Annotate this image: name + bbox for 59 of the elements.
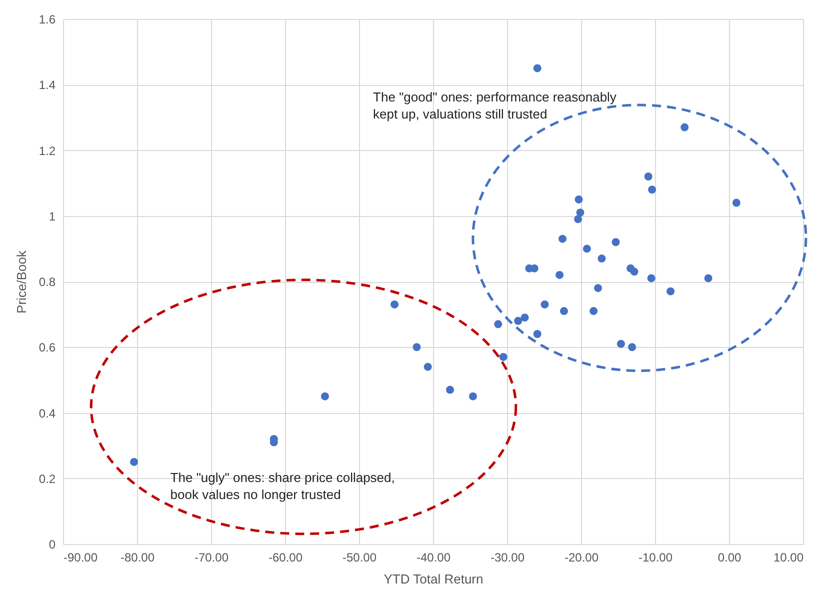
x-tick-label: -60.00 [268, 550, 303, 564]
point [424, 362, 432, 371]
y-tick-label: 0.2 [38, 472, 56, 486]
y-tick-label: 0.6 [38, 340, 56, 355]
annotation: The "good" ones: performance reasonably kept up, valuations still trusted [373, 89, 617, 122]
point [494, 320, 502, 328]
y-tick-label: 1.2 [38, 144, 56, 158]
point [630, 268, 638, 276]
x-tick-label: -20.00 [564, 550, 599, 564]
y-tick-label: 1 [48, 209, 56, 224]
point [574, 215, 582, 224]
point [594, 284, 602, 292]
x-tick-label: 10.00 [773, 550, 804, 564]
point [616, 340, 625, 348]
point [576, 208, 584, 217]
x-tick-label: -30.00 [490, 550, 525, 564]
point [533, 64, 542, 72]
y-axis-title: Price/Book [14, 250, 29, 314]
y-tick-label: 0 [48, 538, 56, 552]
point [514, 316, 522, 325]
point [680, 123, 689, 132]
point [704, 274, 712, 282]
annotation: The "ugly" ones: share price collapsed, book values no longer trusted [170, 470, 395, 502]
point [390, 300, 399, 308]
point [644, 172, 652, 180]
x-tick-label: -50.00 [342, 550, 377, 564]
x-axis-title: YTD Total Return [384, 572, 484, 586]
point [582, 244, 591, 253]
point [590, 307, 598, 316]
point [412, 343, 421, 352]
point [666, 287, 675, 296]
point [130, 458, 138, 466]
x-tick-label: -80.00 [120, 550, 155, 564]
point [628, 343, 636, 352]
y-tick-label: 0.4 [38, 406, 56, 420]
point [574, 195, 583, 204]
y-tick-label: 1.6 [38, 12, 56, 26]
point [612, 238, 620, 246]
x-tick-label: -40.00 [416, 550, 451, 564]
point [648, 186, 656, 194]
point [499, 352, 508, 361]
x-tick-label: 0.00 [718, 550, 742, 564]
point [647, 274, 656, 282]
point [533, 330, 542, 338]
point [320, 392, 329, 400]
point [558, 234, 566, 243]
x-tick-label: -70.00 [194, 550, 229, 564]
x-tick-label: -10.00 [638, 550, 673, 564]
point [556, 270, 564, 279]
y-tick-label: 0.8 [38, 275, 56, 289]
point [560, 307, 568, 316]
point [732, 198, 740, 207]
x-tick-label: -90.00 [64, 550, 98, 564]
point [468, 392, 477, 400]
y-tick-label: 1.4 [38, 78, 56, 92]
point [520, 314, 529, 322]
point [540, 300, 549, 308]
point [598, 254, 606, 263]
point [446, 386, 454, 394]
